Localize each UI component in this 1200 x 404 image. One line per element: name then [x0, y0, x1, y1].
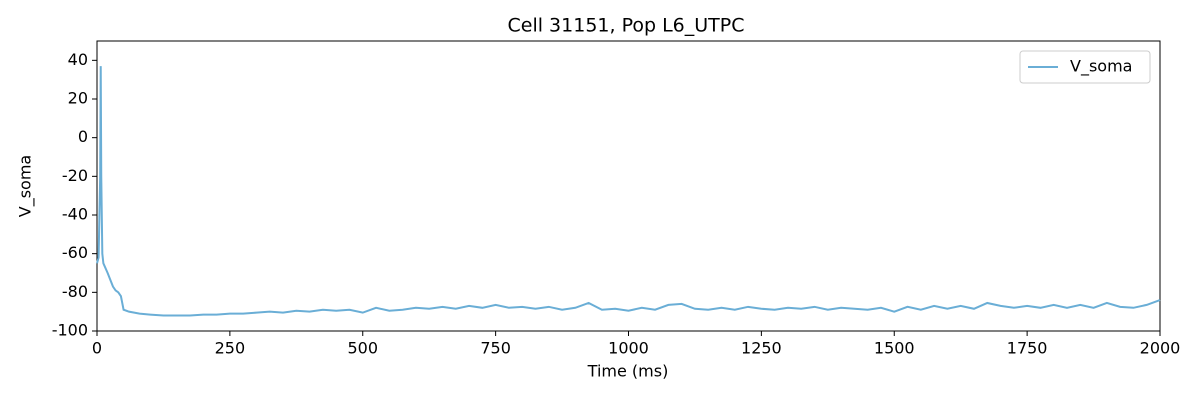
x-tick-label: 1000: [608, 339, 649, 358]
chart-title: Cell 31151, Pop L6_UTPC: [508, 15, 745, 37]
y-axis-label: V_soma: [16, 155, 36, 217]
y-tick-label: 0: [78, 127, 88, 146]
x-tick-label: 500: [347, 339, 378, 358]
x-tick-label: 1500: [874, 339, 915, 358]
y-tick-label: -100: [52, 321, 88, 340]
y-tick-label: 40: [68, 50, 88, 69]
y-tick-label: 20: [68, 89, 88, 108]
plot-frame: [96, 40, 1161, 332]
y-tick-label: -40: [62, 205, 88, 224]
x-tick-label: 750: [480, 339, 511, 358]
x-tick-label: 0: [92, 339, 102, 358]
legend-label: V_soma: [1070, 57, 1132, 77]
x-tick-label: 250: [215, 339, 246, 358]
legend-box: [1019, 50, 1151, 84]
x-tick-label: 1750: [1007, 339, 1048, 358]
line-series: [96, 66, 1161, 317]
x-axis-label: Time (ms): [587, 362, 669, 381]
y-tick-label: -60: [62, 243, 88, 262]
x-tick-label: 2000: [1140, 339, 1181, 358]
y-tick-label: -20: [62, 166, 88, 185]
x-tick-label: 1250: [741, 339, 782, 358]
y-tick-label: -80: [62, 282, 88, 301]
